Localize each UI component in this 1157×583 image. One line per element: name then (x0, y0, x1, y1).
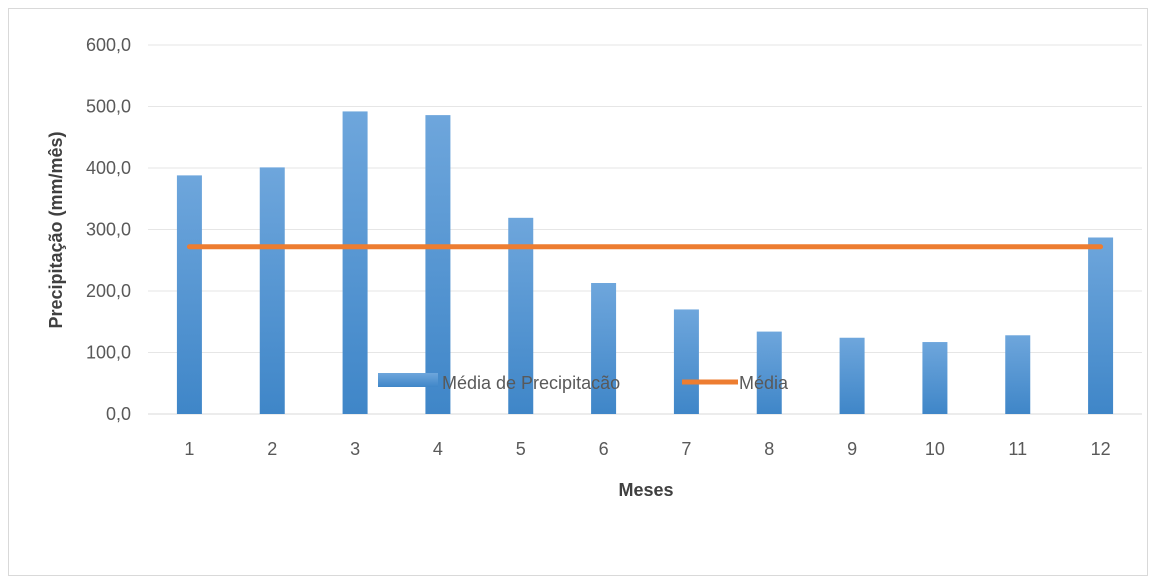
x-tick-label: 5 (516, 439, 526, 459)
x-tick-label: 4 (433, 439, 443, 459)
bar (425, 115, 451, 415)
x-tick-label: 10 (925, 439, 945, 459)
bar (508, 217, 534, 414)
y-tick-label: 0,0 (106, 404, 131, 424)
bar (673, 309, 699, 414)
bar (839, 337, 865, 414)
y-tick-label: 200,0 (86, 281, 131, 301)
bar (259, 167, 285, 414)
gridlines (148, 44, 1142, 415)
y-tick-label: 600,0 (86, 35, 131, 55)
y-axis-title: Precipitação (mm/mês) (46, 131, 66, 328)
x-tick-label: 12 (1091, 439, 1111, 459)
y-tick-label: 300,0 (86, 220, 131, 240)
bar (756, 331, 782, 414)
y-tick-label: 500,0 (86, 97, 131, 117)
x-tick-label: 1 (184, 439, 194, 459)
x-tick-label: 2 (267, 439, 277, 459)
x-tick-label: 9 (847, 439, 857, 459)
legend-label-line: Média (739, 373, 789, 393)
legend: Média de Precipitacão Média (378, 373, 789, 393)
x-tick-label: 11 (1008, 439, 1027, 459)
x-axis-title: Meses (618, 480, 673, 500)
legend-swatch-bars (378, 373, 438, 387)
y-tick-label: 100,0 (86, 343, 131, 363)
legend-label-bars: Média de Precipitacão (442, 373, 620, 393)
x-tick-label: 7 (681, 439, 691, 459)
x-tick-label: 8 (764, 439, 774, 459)
y-tick-label: 400,0 (86, 158, 131, 178)
x-axis-ticks: 1 2 3 4 5 6 7 8 9 10 11 12 (184, 439, 1110, 459)
bar (922, 342, 948, 414)
bar (1088, 237, 1114, 414)
bar-series (176, 111, 1114, 415)
bar (591, 283, 617, 414)
x-tick-label: 6 (599, 439, 609, 459)
x-tick-label: 3 (350, 439, 360, 459)
bar (1005, 335, 1031, 414)
y-axis-ticks: 0,0 100,0 200,0 300,0 400,0 500,0 600,0 (86, 35, 131, 424)
bar (176, 175, 202, 414)
bar (342, 111, 368, 415)
